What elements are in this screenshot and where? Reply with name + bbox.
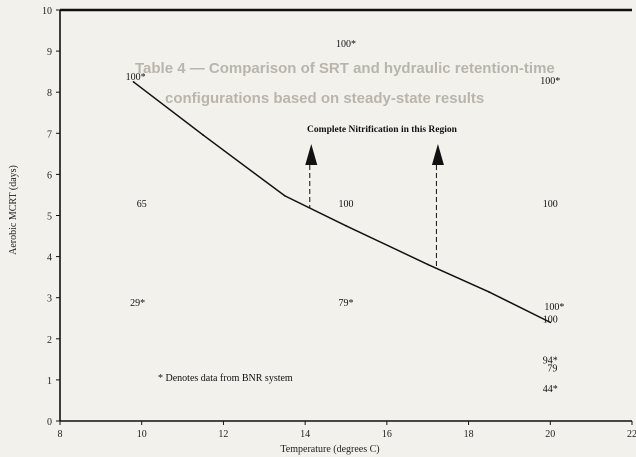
x-axis-title: Temperature (degrees C)	[280, 444, 379, 455]
data-point-label: 100*	[126, 72, 146, 83]
annotation-layer: Complete Nitrification in this Region	[305, 125, 458, 269]
mcrt-point	[202, 134, 204, 136]
mcrt-point	[549, 321, 552, 324]
y-tick-label: 3	[47, 294, 52, 305]
x-tick-label: 8	[58, 429, 63, 440]
mcrt-point	[488, 291, 490, 293]
mcrt-point	[283, 194, 286, 197]
y-tick-label: 9	[47, 47, 52, 58]
x-tick-label: 14	[300, 429, 310, 440]
x-tick-label: 16	[382, 429, 392, 440]
y-tick-label: 8	[47, 88, 52, 99]
data-point-label: 79*	[339, 298, 354, 309]
data-point-label: 29*	[130, 298, 145, 309]
x-ticks: 8 10 12 14 16 18 20 22	[58, 421, 636, 440]
data-point-label: 100*	[336, 39, 356, 50]
data-point-label: 100*	[540, 76, 560, 87]
mcrt-point	[426, 263, 429, 266]
y-axis-title: Aerobic MCRT (days)	[8, 165, 19, 255]
y-tick-label: 6	[47, 170, 52, 181]
y-tick-label: 0	[47, 417, 52, 428]
bleed-through-text-2: configurations based on steady-state res…	[165, 90, 484, 107]
data-point-label: 100*	[544, 302, 564, 313]
data-point-label: 100	[543, 314, 558, 325]
nitrification-annotation: Complete Nitrification in this Region	[307, 125, 458, 135]
data-point-label: 79	[547, 364, 557, 375]
y-tick-label: 7	[47, 129, 52, 140]
bleed-through-text-1: Table 4 — Comparison of SRT and hydrauli…	[135, 60, 555, 77]
series-layer	[132, 81, 552, 324]
bnr-footnote: * Denotes data from BNR system	[158, 373, 293, 384]
y-tick-label: 5	[47, 212, 52, 223]
mcrt-point	[132, 81, 135, 83]
y-tick-label: 4	[47, 253, 52, 264]
y-tick-label: 10	[42, 6, 52, 17]
x-tick-label: 10	[137, 429, 147, 440]
mcrt-point	[345, 224, 347, 227]
annotation-arrow-head	[305, 144, 318, 165]
data-point-label: 65	[137, 199, 147, 210]
y-ticks: 0 1 2 3 4 5 6 7 8 9 10	[42, 6, 60, 428]
y-tick-label: 2	[47, 335, 52, 346]
x-tick-label: 12	[218, 429, 228, 440]
annotation-arrow-head	[431, 144, 444, 165]
data-point-label: 44*	[543, 384, 558, 395]
x-tick-label: 20	[545, 429, 555, 440]
x-tick-label: 18	[464, 429, 474, 440]
y-tick-label: 1	[47, 376, 52, 387]
x-tick-label: 22	[627, 429, 636, 440]
data-point-label: 94*	[543, 355, 558, 366]
bleed-through-layer: Table 4 — Comparison of SRT and hydrauli…	[135, 60, 555, 107]
data-point-label: 100	[339, 199, 354, 210]
data-point-label: 100	[543, 199, 558, 210]
